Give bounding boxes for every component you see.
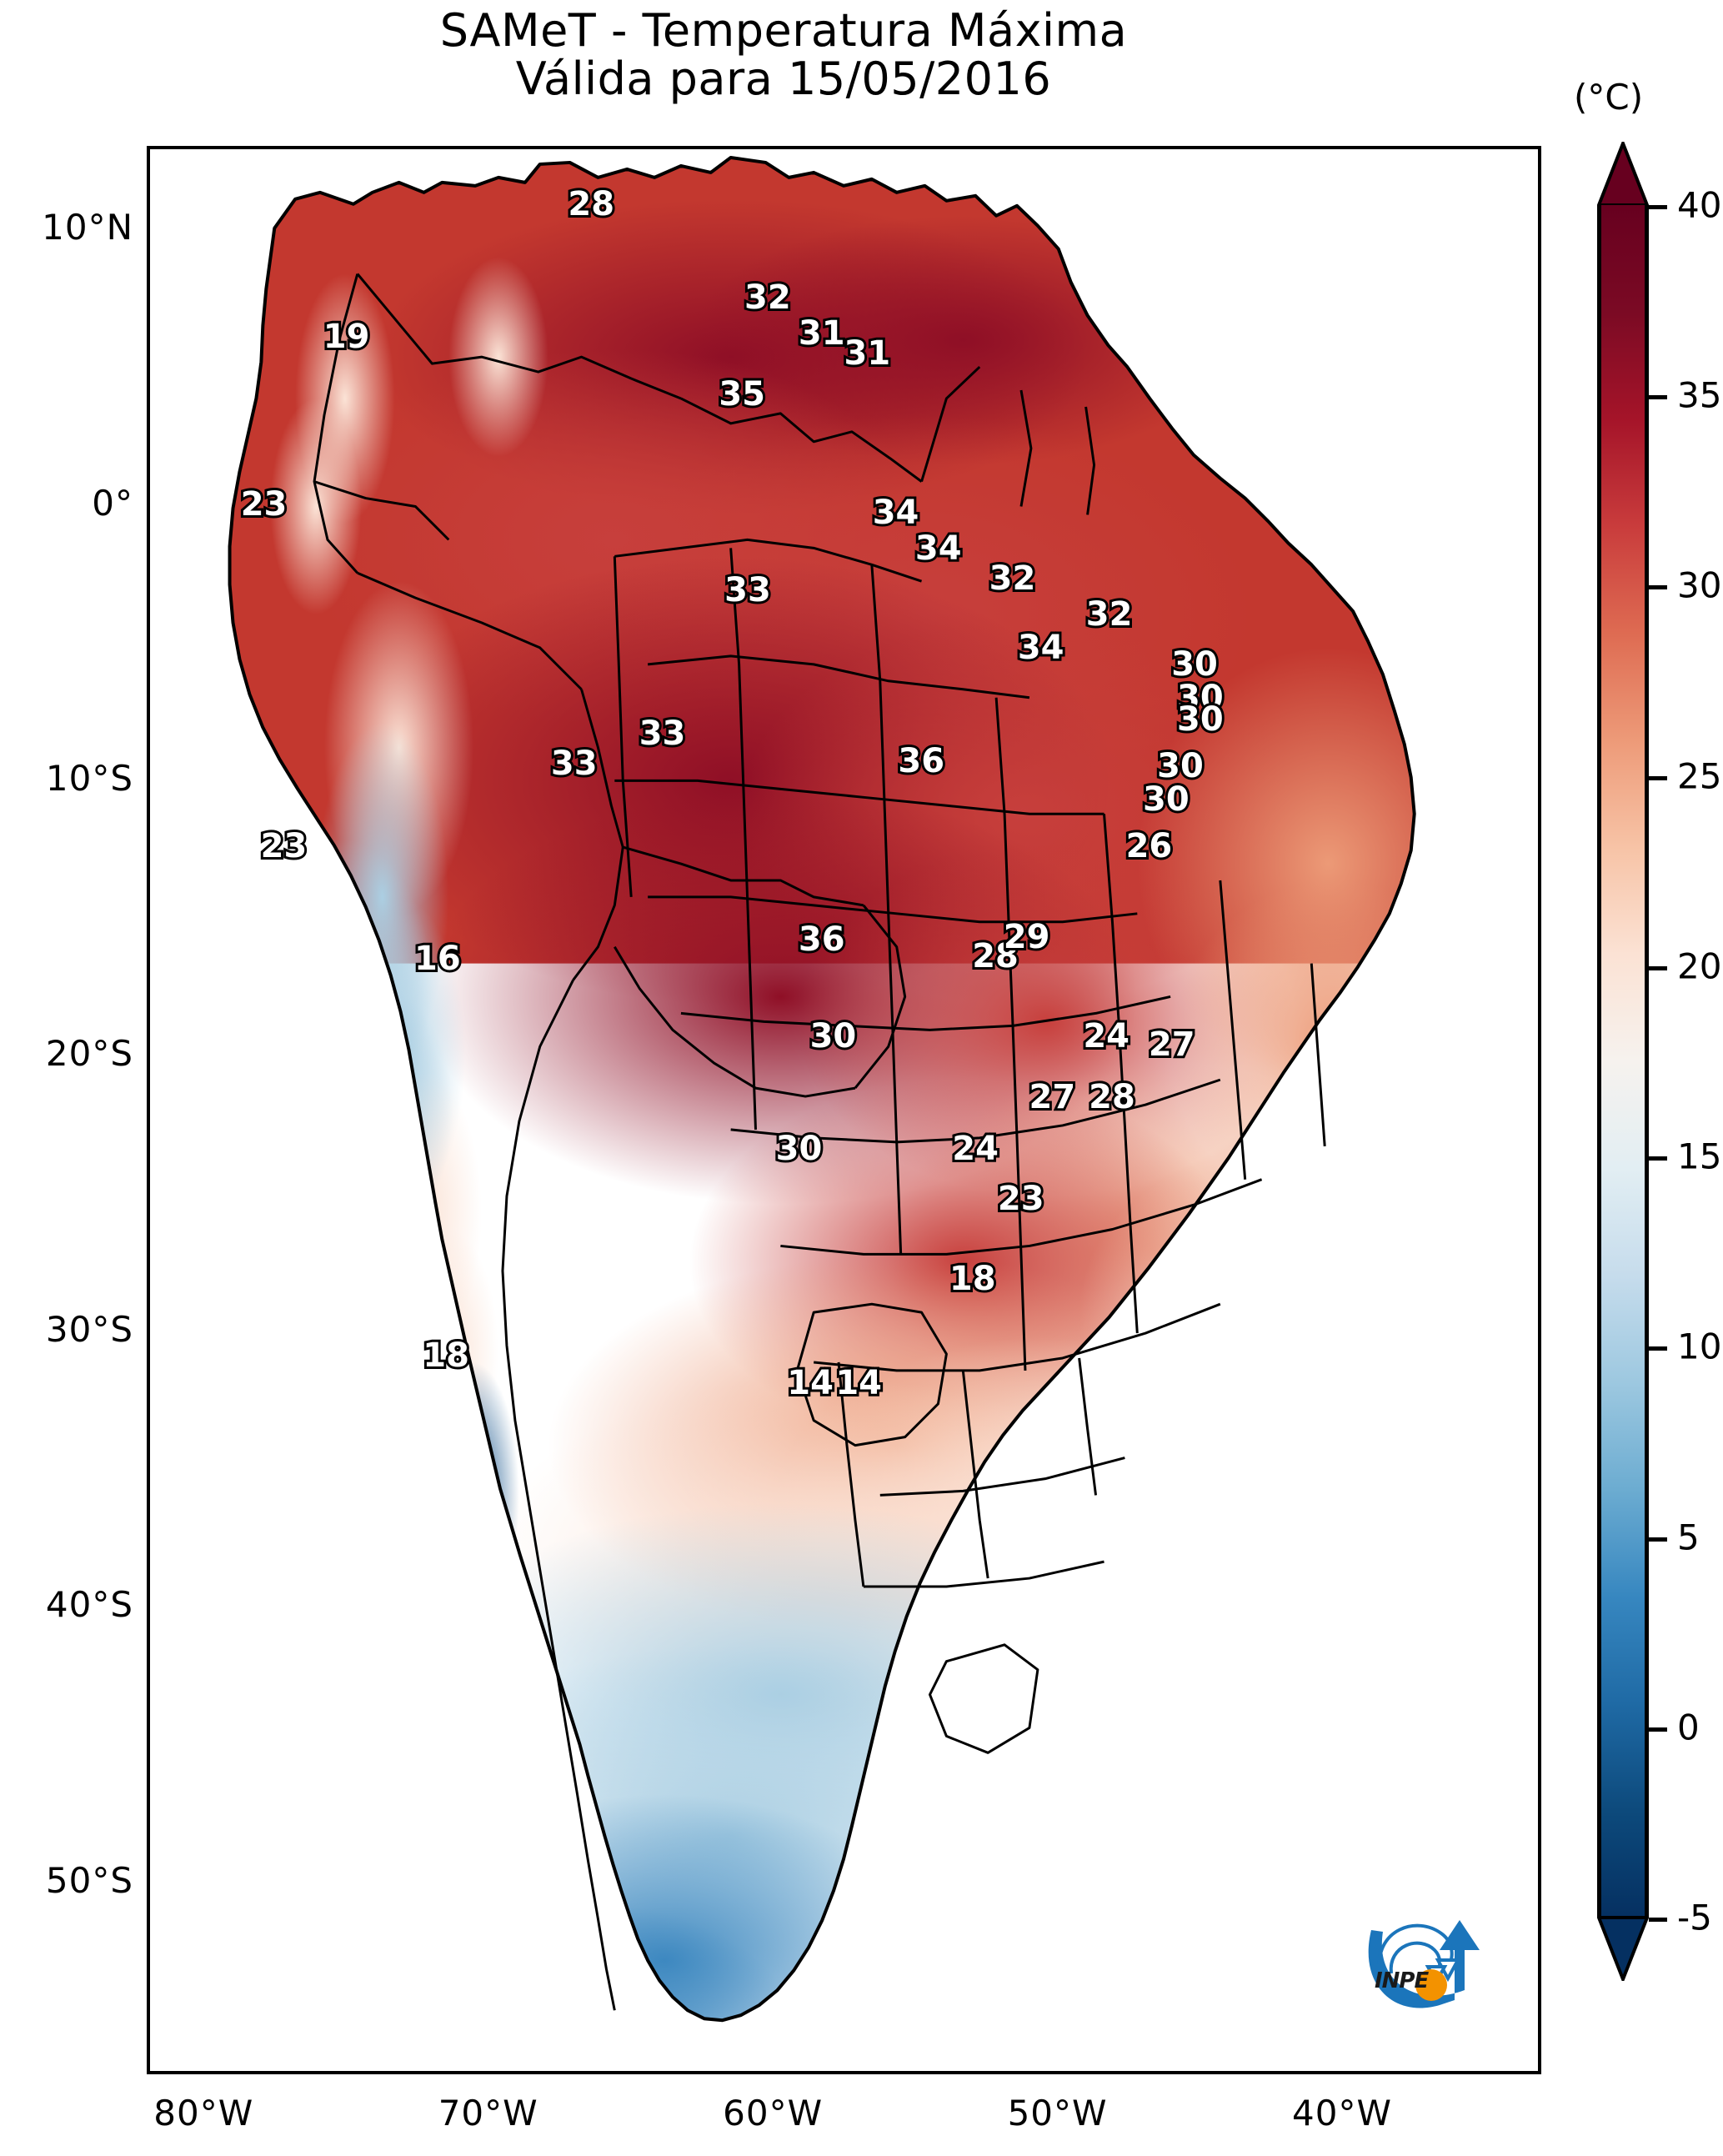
lat-tick-label: 10°S xyxy=(45,757,133,799)
colorbar-tick-mark xyxy=(1649,205,1667,209)
station-value-label: 23 xyxy=(995,1179,1047,1218)
colorbar-tick-mark xyxy=(1649,775,1667,780)
map-plot-area[interactable]: 28 19 32 31 31 35 23 34 34 33 32 32 34 30 30 30 33 33 36 30… xyxy=(147,146,1541,2074)
lon-tick-label: 70°W xyxy=(438,2093,538,2133)
lat-tick-label: 30°S xyxy=(45,1308,133,1350)
colorbar-tick-label: 20 xyxy=(1677,945,1722,987)
colorbar-unit-label: (°C) xyxy=(1574,77,1644,118)
colorbar-tick-mark xyxy=(1649,395,1667,400)
station-value-label: 18 xyxy=(420,1336,472,1376)
lat-tick-label: 50°S xyxy=(45,1859,133,1901)
colorbar-ticks: 40 35 30 25 20 15 10 5 0 -5 xyxy=(1649,142,1723,1981)
colorbar-tick-label: 10 xyxy=(1677,1326,1722,1367)
station-value-label: 36 xyxy=(796,920,848,960)
inpe-wordmark: INPE xyxy=(1375,1968,1429,1993)
station-value-label: 28 xyxy=(1086,1077,1138,1116)
station-value-label: 33 xyxy=(637,714,689,753)
station-value-label: 24 xyxy=(949,1130,1001,1169)
title-line-2: Válida para 15/05/2016 xyxy=(515,53,1052,106)
colorbar-tick-label: 5 xyxy=(1677,1517,1700,1558)
station-value-label: 35 xyxy=(716,375,768,414)
colorbar-bottom-arrow xyxy=(1597,1916,1649,1981)
colorbar-tick-mark xyxy=(1649,1918,1667,1922)
colorbar-tick-label: 0 xyxy=(1677,1707,1700,1748)
station-value-label: 24 xyxy=(1080,1016,1132,1055)
station-value-label: 23 xyxy=(258,826,310,865)
station-value-label: 16 xyxy=(412,940,463,979)
station-value-label: 14 xyxy=(784,1364,836,1403)
station-value-label: 34 xyxy=(870,494,922,533)
station-value-label: 33 xyxy=(722,570,774,609)
colorbar-tick-label: 30 xyxy=(1677,564,1722,606)
colorbar-tick-mark xyxy=(1649,1346,1667,1351)
station-value-label: 28 xyxy=(969,937,1021,976)
station-value-label: 18 xyxy=(947,1259,999,1298)
colorbar[interactable]: (°C) 40 35 30 25 20 15 10 5 0 -5 xyxy=(1574,77,1723,2051)
colorbar-tick-label: 15 xyxy=(1677,1136,1722,1177)
station-value-label: 29 xyxy=(1001,918,1053,957)
inpe-logo-graphic xyxy=(1368,1920,1480,2008)
station-value-label: 31 xyxy=(796,314,848,353)
colorbar-tick-label: 40 xyxy=(1677,184,1722,226)
colorbar-tick-mark xyxy=(1649,585,1667,590)
station-value-label: 34 xyxy=(1015,629,1067,668)
station-value-label: 19 xyxy=(321,317,373,356)
colorbar-tick-label: -5 xyxy=(1677,1897,1712,1938)
lat-tick-label: 10°N xyxy=(42,207,133,248)
station-value-label: 14 xyxy=(833,1364,884,1403)
station-value-label: 28 xyxy=(565,185,617,224)
colorbar-gradient xyxy=(1597,205,1649,1918)
station-value-label: 34 xyxy=(913,529,964,569)
title-line-1: SAMeT - Temperatura Máxima xyxy=(439,4,1128,57)
colorbar-tick-label: 25 xyxy=(1677,755,1722,797)
station-value-label: 36 xyxy=(895,741,947,780)
station-value-label: 30 xyxy=(808,1016,859,1055)
lon-tick-label: 60°W xyxy=(723,2093,824,2133)
inpe-logo: INPE xyxy=(1355,1913,1496,2038)
station-value-label: 33 xyxy=(548,744,600,783)
station-value-label: 30 xyxy=(1175,678,1226,717)
lat-tick-label: 40°S xyxy=(45,1584,133,1626)
station-value-label: 32 xyxy=(1084,595,1135,634)
station-value-label: 32 xyxy=(987,559,1039,599)
lon-tick-label: 40°W xyxy=(1292,2093,1392,2133)
colorbar-tick-mark xyxy=(1649,1537,1667,1542)
lat-tick-label: 0° xyxy=(92,482,133,524)
station-value-label: 26 xyxy=(1124,826,1175,865)
colorbar-tick-mark xyxy=(1649,1727,1667,1732)
temperature-field-map xyxy=(228,155,1416,2023)
lon-tick-label: 80°W xyxy=(153,2093,254,2133)
colorbar-tick-label: 35 xyxy=(1677,374,1722,416)
station-value-label: 30 xyxy=(1140,780,1192,819)
colorbar-body xyxy=(1597,142,1649,1981)
station-value-label: 27 xyxy=(1146,1025,1198,1064)
chart-title: SAMeT - Temperatura Máxima Válida para 1… xyxy=(0,4,1567,106)
station-value-label: 30 xyxy=(1169,644,1220,684)
colorbar-top-arrow xyxy=(1597,142,1649,207)
station-value-label: 30 xyxy=(1175,699,1226,739)
station-value-label: 32 xyxy=(742,278,794,318)
station-value-label: 23 xyxy=(238,485,290,524)
colorbar-tick-mark xyxy=(1649,965,1667,970)
lat-tick-label: 20°S xyxy=(45,1033,133,1075)
station-value-label: 31 xyxy=(842,333,894,373)
colorbar-tick-mark xyxy=(1649,1156,1667,1161)
station-value-label: 27 xyxy=(1027,1077,1079,1116)
station-value-label: 30 xyxy=(1155,747,1206,786)
lon-tick-label: 50°W xyxy=(1007,2093,1108,2133)
station-value-label: 30 xyxy=(774,1130,825,1169)
